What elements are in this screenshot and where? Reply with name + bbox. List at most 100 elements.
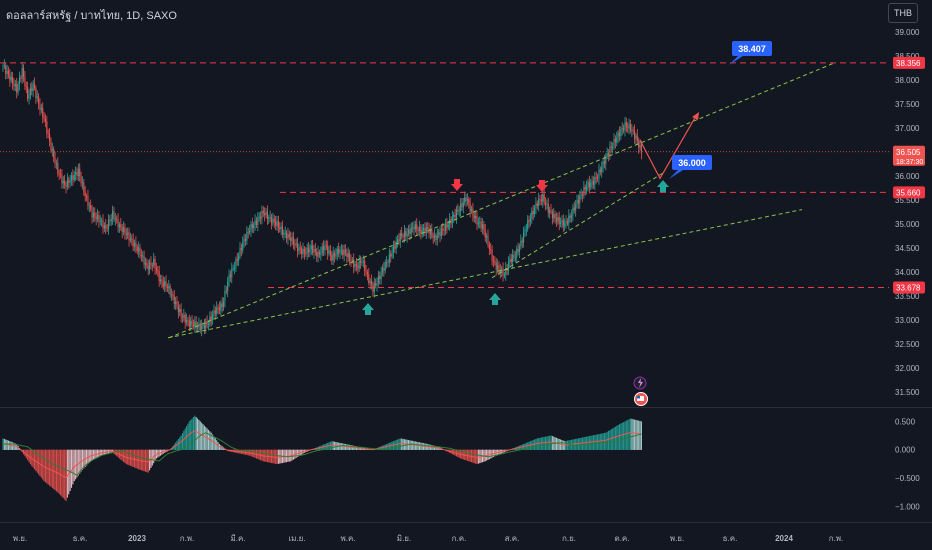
candle bbox=[269, 210, 271, 223]
candle bbox=[358, 255, 360, 272]
candle bbox=[154, 255, 156, 275]
macd-bar bbox=[592, 435, 595, 450]
macd-bar bbox=[142, 449, 144, 471]
candle bbox=[379, 271, 381, 285]
macd-bar bbox=[591, 435, 593, 450]
macd-bar bbox=[549, 435, 551, 450]
candle bbox=[344, 244, 347, 257]
candle bbox=[328, 245, 330, 257]
candle bbox=[507, 256, 510, 276]
macd-bar bbox=[65, 449, 67, 501]
macd-bar bbox=[640, 421, 642, 450]
candle bbox=[114, 212, 116, 226]
candle bbox=[286, 230, 288, 244]
macd-bar bbox=[327, 442, 329, 450]
macd-bar bbox=[538, 438, 540, 450]
currency-button[interactable]: THB bbox=[888, 3, 918, 23]
macd-bar bbox=[597, 434, 599, 450]
candle bbox=[33, 77, 36, 91]
candle bbox=[586, 180, 588, 195]
x-tick-label: ธ.ค. bbox=[73, 534, 88, 543]
candle bbox=[203, 318, 205, 335]
candle bbox=[31, 81, 33, 96]
candle bbox=[631, 124, 633, 137]
candle bbox=[305, 247, 307, 257]
candle bbox=[501, 265, 503, 277]
candle bbox=[336, 245, 338, 261]
candle bbox=[470, 205, 473, 215]
candle bbox=[553, 207, 555, 223]
candle bbox=[47, 129, 49, 139]
macd-y-tick-label: −0.500 bbox=[895, 474, 920, 483]
macd-bar bbox=[191, 418, 193, 450]
candle bbox=[128, 227, 130, 247]
y-tick-label: 32.000 bbox=[895, 364, 920, 373]
candle bbox=[213, 304, 215, 320]
macd-bar bbox=[7, 440, 10, 450]
candle bbox=[317, 245, 319, 263]
macd-bar bbox=[401, 438, 403, 450]
y-tick-label: 31.500 bbox=[895, 388, 920, 397]
candle bbox=[199, 320, 201, 334]
macd-bar bbox=[10, 441, 12, 450]
trend-line bbox=[168, 62, 836, 339]
candle bbox=[98, 211, 100, 228]
candle bbox=[440, 224, 442, 240]
macd-bar bbox=[613, 427, 615, 450]
macd-bar bbox=[128, 449, 130, 466]
candle bbox=[592, 176, 595, 189]
macd-bar bbox=[603, 432, 605, 450]
projection-path bbox=[639, 115, 697, 180]
candle bbox=[418, 220, 421, 237]
candle bbox=[495, 257, 497, 276]
candle bbox=[588, 175, 590, 194]
candle bbox=[538, 192, 540, 212]
candle bbox=[277, 215, 279, 234]
candle bbox=[454, 208, 456, 221]
macd-bar bbox=[33, 449, 36, 470]
candle bbox=[312, 239, 314, 256]
macd-bar bbox=[409, 440, 411, 450]
candle bbox=[562, 214, 564, 232]
macd-bar bbox=[81, 449, 84, 470]
buy-arrow-icon bbox=[657, 180, 669, 192]
candle bbox=[551, 209, 553, 225]
x-tick-label: พ.ค. bbox=[340, 534, 355, 543]
macd-bar bbox=[588, 436, 590, 450]
level-label: 35.660 bbox=[896, 188, 921, 197]
macd-y-tick-label: 0.000 bbox=[895, 446, 916, 455]
candle bbox=[523, 226, 525, 248]
macd-line bbox=[2, 430, 642, 479]
candle bbox=[324, 240, 326, 256]
macd-y-tick-label: −1.000 bbox=[895, 502, 920, 511]
macd-bar bbox=[598, 434, 600, 450]
candle bbox=[257, 212, 259, 232]
candle bbox=[357, 261, 359, 275]
candle bbox=[599, 166, 601, 176]
macd-bar bbox=[390, 442, 392, 450]
macd-bar bbox=[546, 436, 548, 450]
candle bbox=[198, 317, 200, 332]
candle bbox=[595, 171, 597, 184]
candle bbox=[388, 248, 390, 268]
candle bbox=[107, 214, 110, 235]
candle bbox=[281, 220, 284, 239]
candle bbox=[627, 122, 629, 133]
candle bbox=[64, 174, 66, 189]
candle bbox=[455, 205, 458, 224]
candle bbox=[306, 243, 308, 260]
candle bbox=[438, 228, 440, 239]
candle bbox=[21, 61, 23, 85]
macd-bar bbox=[606, 431, 608, 450]
candle bbox=[132, 233, 134, 252]
candle bbox=[160, 274, 162, 285]
macd-bar bbox=[561, 440, 563, 450]
macd-bar bbox=[398, 438, 400, 450]
candle bbox=[606, 147, 608, 160]
candle bbox=[242, 236, 244, 254]
candle bbox=[240, 243, 242, 257]
macd-bar bbox=[555, 437, 558, 450]
candle bbox=[473, 211, 475, 223]
candle bbox=[516, 245, 518, 263]
